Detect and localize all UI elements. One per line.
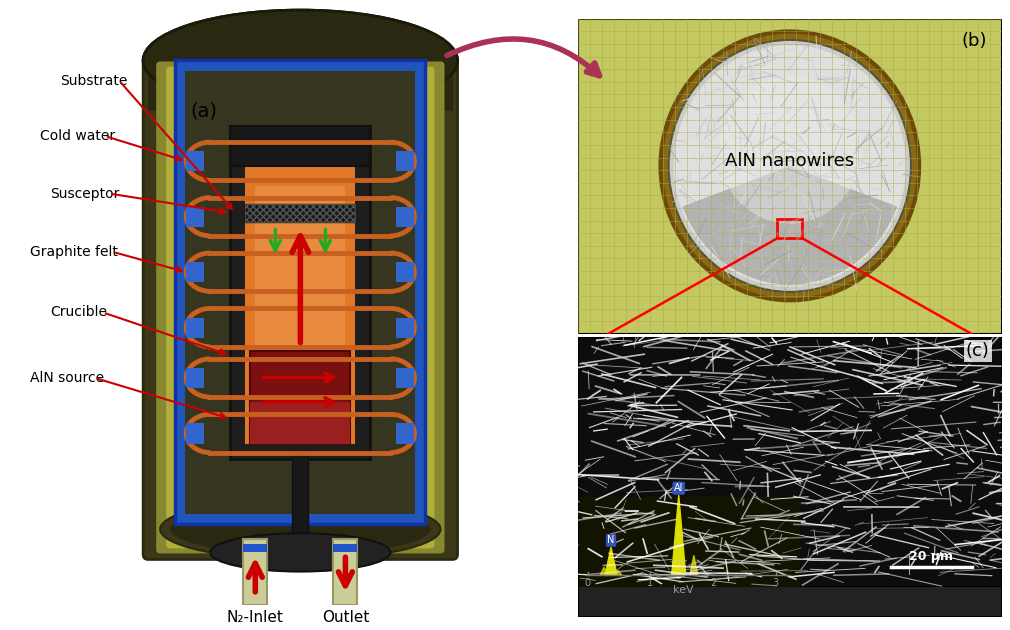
Bar [186, 151, 204, 171]
Bar [292, 454, 308, 554]
Text: 2: 2 [710, 578, 716, 588]
Circle shape [661, 32, 919, 301]
Text: N: N [607, 536, 615, 546]
Bar [578, 497, 800, 587]
Bar [250, 350, 350, 444]
Ellipse shape [143, 10, 458, 111]
Bar [250, 402, 350, 444]
Bar [778, 219, 802, 238]
Bar [397, 423, 414, 444]
FancyBboxPatch shape [252, 536, 348, 568]
Ellipse shape [171, 504, 430, 554]
Bar [230, 126, 371, 166]
Circle shape [719, 77, 861, 224]
Bar [186, 207, 204, 227]
Bar [243, 539, 268, 605]
Text: Cold water: Cold water [40, 129, 115, 143]
Bar [175, 60, 425, 524]
Bar [186, 368, 204, 388]
Bar [397, 151, 414, 171]
Ellipse shape [143, 10, 458, 111]
Wedge shape [683, 166, 897, 285]
Polygon shape [672, 495, 686, 575]
FancyBboxPatch shape [157, 62, 444, 553]
Polygon shape [600, 568, 608, 575]
Bar [578, 587, 1002, 617]
Text: 0: 0 [585, 578, 591, 588]
Text: Substrate: Substrate [60, 74, 127, 88]
Bar [245, 203, 356, 222]
Text: (a): (a) [190, 102, 217, 121]
FancyBboxPatch shape [172, 72, 428, 542]
Text: 20 μm: 20 μm [909, 551, 953, 563]
Ellipse shape [210, 533, 391, 571]
Ellipse shape [161, 499, 440, 559]
Bar [245, 203, 356, 222]
Text: Al: Al [674, 483, 684, 493]
FancyArrowPatch shape [446, 39, 600, 76]
Bar [578, 337, 1002, 587]
Bar [245, 141, 356, 444]
Text: AlN nanowires: AlN nanowires [725, 152, 854, 169]
FancyBboxPatch shape [180, 77, 420, 537]
Bar [186, 318, 204, 338]
FancyBboxPatch shape [167, 67, 434, 548]
Circle shape [674, 45, 906, 287]
Polygon shape [605, 547, 617, 575]
Polygon shape [614, 570, 622, 575]
Bar [333, 544, 358, 553]
Text: 1: 1 [647, 578, 653, 588]
Circle shape [669, 40, 911, 292]
Bar [578, 587, 1002, 617]
Text: Graphite felt: Graphite felt [30, 245, 118, 259]
Text: Outlet: Outlet [322, 610, 369, 625]
Bar [230, 126, 371, 459]
FancyBboxPatch shape [143, 55, 458, 559]
Text: keV: keV [674, 585, 694, 595]
Text: (c): (c) [966, 342, 990, 360]
Bar [243, 544, 268, 553]
Bar [333, 539, 358, 605]
Bar [186, 423, 204, 444]
Text: (b): (b) [962, 32, 987, 50]
Bar [397, 262, 414, 282]
Bar [397, 368, 414, 388]
Bar [186, 262, 204, 282]
Text: Crucible: Crucible [50, 306, 107, 319]
Text: 3: 3 [773, 578, 779, 588]
Text: AlN source: AlN source [30, 371, 104, 385]
Text: Susceptor: Susceptor [50, 186, 119, 200]
FancyBboxPatch shape [196, 88, 404, 527]
Text: N₂-Inlet: N₂-Inlet [227, 610, 284, 625]
Bar [397, 318, 414, 338]
Polygon shape [690, 555, 698, 575]
Bar [397, 207, 414, 227]
Bar [256, 186, 345, 398]
Bar [148, 60, 452, 111]
FancyBboxPatch shape [188, 83, 412, 532]
Bar [185, 71, 415, 514]
